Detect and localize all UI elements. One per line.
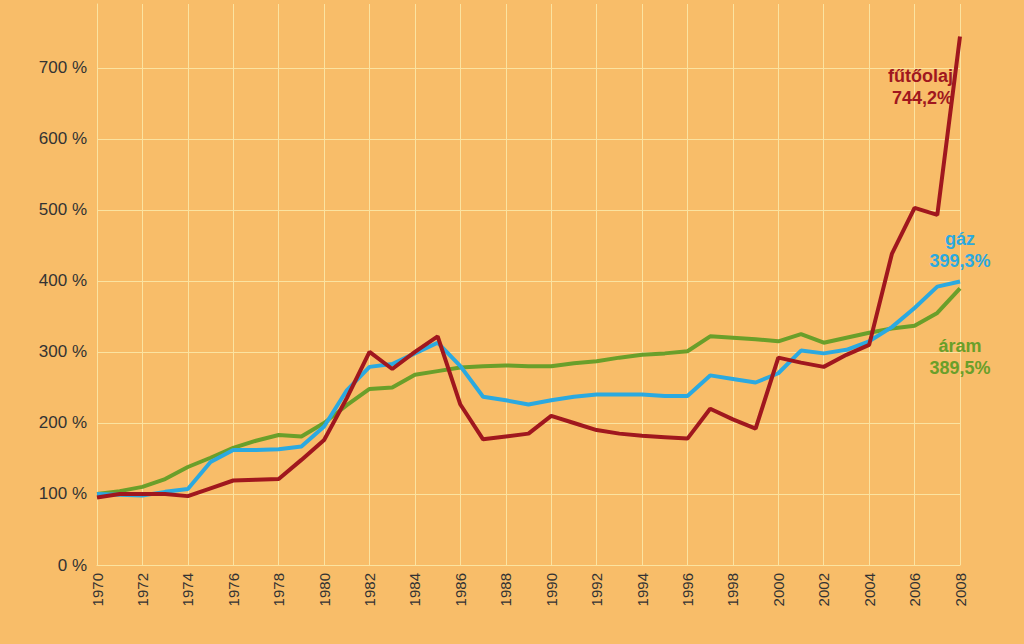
svg-text:1970: 1970 bbox=[89, 573, 106, 606]
svg-text:300 %: 300 % bbox=[39, 342, 87, 361]
svg-text:áram: áram bbox=[938, 336, 981, 356]
svg-text:fűtőolaj: fűtőolaj bbox=[888, 66, 953, 86]
svg-text:700 %: 700 % bbox=[39, 58, 87, 77]
svg-text:200 %: 200 % bbox=[39, 413, 87, 432]
svg-text:1988: 1988 bbox=[497, 573, 514, 606]
svg-text:100 %: 100 % bbox=[39, 484, 87, 503]
svg-text:1998: 1998 bbox=[724, 573, 741, 606]
svg-text:1982: 1982 bbox=[361, 573, 378, 606]
svg-text:1996: 1996 bbox=[679, 573, 696, 606]
svg-text:2004: 2004 bbox=[861, 573, 878, 606]
svg-text:1972: 1972 bbox=[134, 573, 151, 606]
svg-text:1980: 1980 bbox=[316, 573, 333, 606]
svg-text:2008: 2008 bbox=[952, 573, 969, 606]
svg-text:2000: 2000 bbox=[770, 573, 787, 606]
svg-text:400 %: 400 % bbox=[39, 271, 87, 290]
svg-text:744,2%: 744,2% bbox=[892, 88, 953, 108]
svg-text:500 %: 500 % bbox=[39, 200, 87, 219]
svg-text:1992: 1992 bbox=[588, 573, 605, 606]
svg-text:1994: 1994 bbox=[634, 573, 651, 606]
svg-text:2006: 2006 bbox=[906, 573, 923, 606]
svg-text:1984: 1984 bbox=[406, 573, 423, 606]
svg-text:0 %: 0 % bbox=[58, 556, 87, 575]
svg-text:600 %: 600 % bbox=[39, 129, 87, 148]
svg-text:1986: 1986 bbox=[452, 573, 469, 606]
svg-text:1974: 1974 bbox=[179, 573, 196, 606]
svg-text:2002: 2002 bbox=[815, 573, 832, 606]
svg-text:1990: 1990 bbox=[543, 573, 560, 606]
svg-text:399,3%: 399,3% bbox=[929, 251, 990, 271]
svg-text:389,5%: 389,5% bbox=[929, 358, 990, 378]
svg-text:1978: 1978 bbox=[270, 573, 287, 606]
svg-text:1976: 1976 bbox=[225, 573, 242, 606]
svg-text:gáz: gáz bbox=[945, 229, 975, 249]
